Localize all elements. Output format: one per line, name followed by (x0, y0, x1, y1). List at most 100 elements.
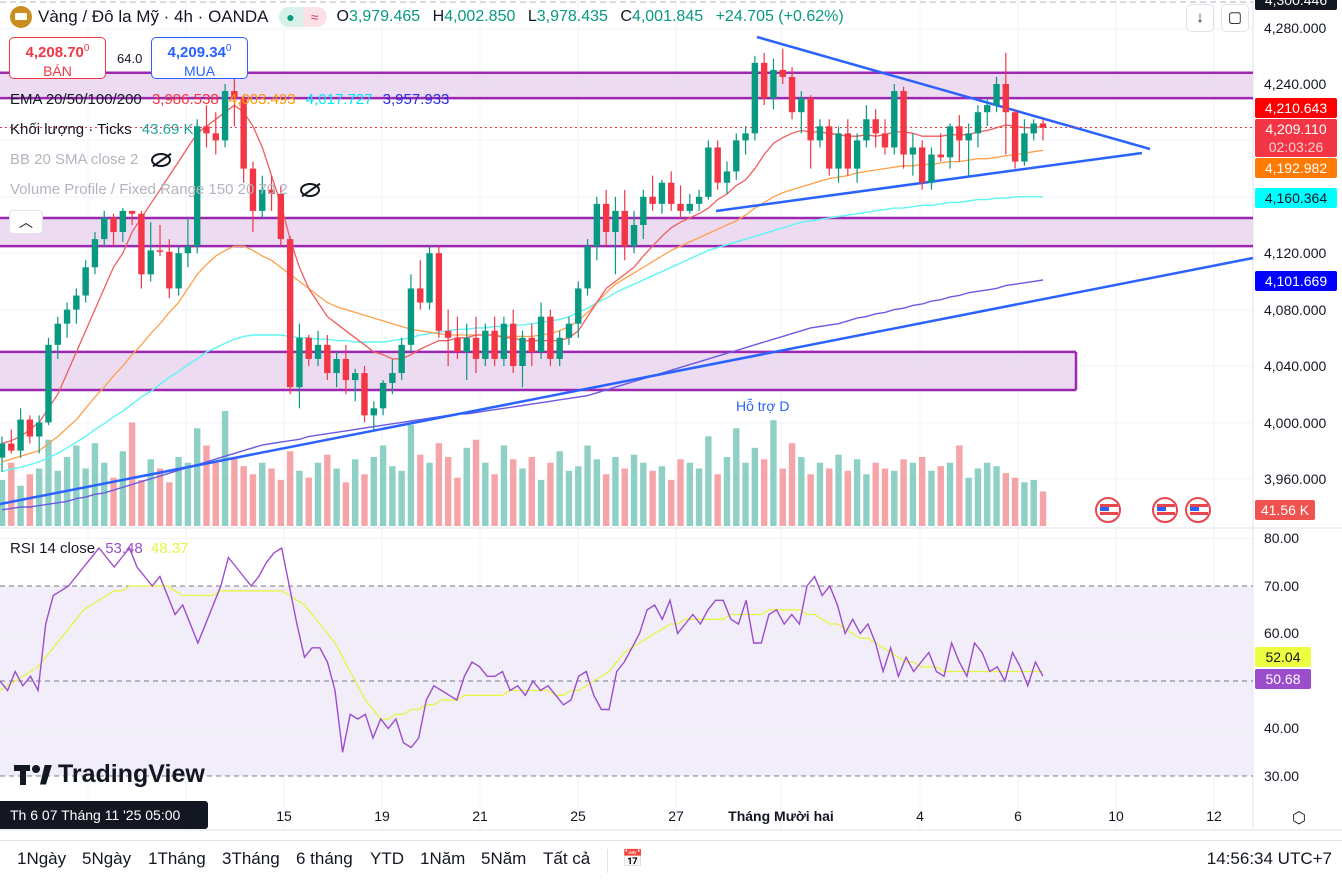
candle (528, 323, 535, 366)
ema20-value: 3,986.538 (151, 91, 219, 108)
candle-body (379, 382, 387, 409)
eye-hidden-icon[interactable] (299, 183, 320, 198)
candle-body (54, 323, 61, 345)
volume-bar (119, 451, 127, 526)
candle-body (909, 147, 917, 155)
volume-bar (537, 480, 545, 526)
us-flag-event-icon[interactable] (1095, 497, 1121, 523)
gold-bars-icon (10, 6, 32, 28)
range-3m-button[interactable]: 3Tháng (222, 849, 280, 868)
market-status[interactable]: ● ≈ (278, 7, 327, 27)
price-axis-label: 4,120.000 (1264, 245, 1327, 261)
candle-body (658, 182, 666, 204)
candle (956, 115, 963, 162)
support-zone-label[interactable]: Hỗ trợ D (736, 398, 790, 414)
candle-body (891, 91, 898, 148)
candle (863, 105, 870, 148)
candle (1011, 109, 1019, 169)
ema-legend[interactable]: EMA 20/50/100/200 3,986.538 4,003.493 4,… (10, 91, 449, 108)
high-label: H (432, 8, 445, 25)
time-axis-label: 4 (916, 808, 924, 824)
volume-bar (333, 468, 340, 526)
clock[interactable]: 14:56:34 UTC+7 (1206, 849, 1332, 868)
us-flag-event-icon[interactable] (1185, 497, 1211, 523)
volume-label: Khối lượng · Ticks (10, 121, 132, 138)
candle-body (677, 203, 684, 211)
candle (305, 334, 312, 366)
fullscreen-button[interactable]: ▢ (1221, 4, 1249, 32)
candle-body (351, 373, 359, 381)
scroll-to-realtime-button[interactable]: ↓ (1186, 4, 1214, 32)
candle-body (928, 154, 935, 183)
open-label: O (336, 8, 349, 25)
time-axis-label: 12 (1206, 808, 1222, 824)
range-6m-button[interactable]: 6 tháng (296, 849, 353, 868)
range-1m-button[interactable]: 1Tháng (148, 849, 206, 868)
fullscreen-icon: ▢ (1227, 9, 1243, 26)
volume-bar (17, 485, 24, 526)
candle (35, 415, 43, 454)
settings-hex-icon[interactable]: ⬡ (1292, 810, 1306, 827)
range-1d-button[interactable]: 1Ngày (17, 849, 67, 868)
bb-legend[interactable]: BB 20 SMA close 2 (10, 151, 171, 168)
candle-body (528, 337, 535, 352)
candle-body (900, 91, 907, 155)
candle-body (128, 210, 136, 214)
volume-bar (472, 439, 480, 526)
candle-body (482, 330, 489, 359)
open-value: 3,979.465 (348, 8, 421, 25)
descending-trendline (756, 35, 1151, 151)
sell-button[interactable]: 4,208.700 BÁN (9, 37, 106, 79)
volume-bar (361, 474, 368, 526)
range-5d-button[interactable]: 5Ngày (82, 849, 132, 868)
axis-top-price-tag: 4,300.446 (1255, 0, 1337, 10)
candle-body (984, 105, 991, 113)
volume-bar (417, 454, 424, 526)
volume-bar (240, 466, 247, 526)
candle (593, 196, 601, 261)
buy-price-pip: 0 (225, 43, 232, 54)
candle-body (417, 288, 424, 303)
calendar-goto-icon[interactable]: 📅 (622, 849, 644, 868)
buy-button[interactable]: 4,209.340 MUA (151, 37, 248, 79)
ema50-price-tag: 4,192.982 (1255, 158, 1337, 178)
candle (584, 239, 591, 296)
candle-body (1011, 112, 1019, 162)
symbol-title[interactable]: Vàng / Đô la Mỹ · 4h · OANDA (38, 7, 269, 26)
candle (993, 76, 1000, 113)
candle-body (630, 225, 638, 247)
candle (454, 316, 461, 359)
rsi-legend[interactable]: RSI 14 close 53.48 48.37 (10, 540, 188, 557)
eye-hidden-icon[interactable] (150, 153, 171, 168)
candle-body (835, 133, 842, 169)
volume-profile-label: Volume Profile / Fixed Range 150 20 70 2 (10, 181, 288, 198)
range-ytd-button[interactable]: YTD (370, 849, 404, 868)
candle (965, 123, 972, 176)
volume-legend[interactable]: Khối lượng · Ticks 43.69 K (10, 121, 193, 138)
tradingview-logo[interactable]: TradingView (14, 760, 205, 789)
volume-bar (138, 480, 145, 526)
candle-body (872, 119, 879, 134)
candle-body (742, 133, 749, 141)
candle-body (695, 196, 703, 204)
candle (203, 105, 210, 148)
candle (249, 161, 257, 233)
collapse-legend-button[interactable]: ︿ (9, 210, 43, 234)
candle (314, 330, 322, 366)
candle (537, 302, 545, 359)
volume-bar (510, 459, 517, 526)
range-all-button[interactable]: Tất cả (543, 849, 591, 868)
volume-bar (286, 451, 294, 526)
candle (668, 171, 675, 211)
volume-bar (166, 482, 173, 526)
volume-bar (482, 462, 489, 526)
range-5y-button[interactable]: 5Năm (481, 849, 527, 868)
volume-bar (73, 445, 80, 526)
volume-profile-legend[interactable]: Volume Profile / Fixed Range 150 20 70 2 (10, 181, 320, 198)
candle (695, 189, 703, 211)
us-flag-event-icon[interactable] (1152, 497, 1178, 523)
range-1y-button[interactable]: 1Năm (420, 849, 466, 868)
candle-body (277, 193, 285, 240)
sell-price-pip: 0 (83, 43, 90, 54)
